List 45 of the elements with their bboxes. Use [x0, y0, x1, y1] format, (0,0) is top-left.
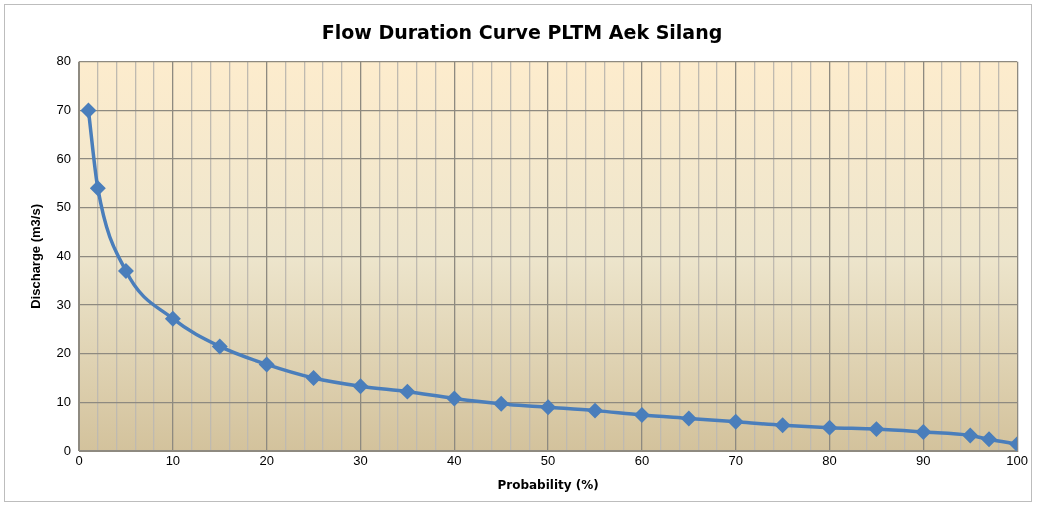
y-tick-label: 70	[56, 102, 72, 118]
point	[981, 432, 997, 447]
y-tick-label: 40	[56, 247, 72, 263]
x-axis-title: Probability (%)	[497, 477, 599, 492]
x-tick-label: 50	[540, 453, 556, 469]
point	[306, 370, 321, 386]
x-tick-label: 40	[447, 453, 462, 469]
x-tick-label: 100	[1006, 453, 1029, 469]
point	[916, 424, 931, 440]
point	[353, 379, 368, 394]
x-tick-label: 80	[822, 453, 837, 469]
point	[822, 420, 837, 435]
point	[447, 391, 462, 406]
point	[81, 103, 96, 118]
x-tick-label: 60	[634, 453, 650, 469]
y-tick-label: 0	[63, 442, 72, 458]
point	[90, 181, 106, 196]
point	[869, 421, 884, 437]
x-tick-label: 10	[165, 453, 181, 469]
y-tick-label: 30	[56, 296, 72, 312]
chart-title: Flow Duration Curve PLTM Aek Silang	[321, 21, 723, 44]
y-axis-title: Discharge (m3/s)	[28, 204, 44, 309]
x-tick-label: 0	[75, 453, 83, 469]
x-tick-label: 20	[259, 453, 274, 469]
point	[540, 399, 556, 415]
point	[634, 407, 650, 423]
y-tick-label: 80	[56, 53, 72, 69]
x-tick-label: 90	[916, 453, 931, 469]
x-tick-label: 70	[728, 453, 743, 469]
y-tick-label: 10	[56, 393, 72, 409]
x-tick-label: 30	[353, 453, 368, 469]
y-tick-label: 60	[56, 150, 72, 166]
point	[775, 417, 790, 433]
point	[587, 403, 603, 418]
point	[118, 263, 134, 279]
point	[165, 311, 181, 326]
point	[963, 428, 978, 443]
point	[259, 357, 274, 372]
y-tick-label: 20	[56, 345, 72, 361]
point	[728, 414, 743, 430]
y-tick-label: 50	[56, 199, 72, 215]
point	[400, 384, 415, 399]
point	[212, 339, 228, 354]
point	[493, 396, 509, 412]
point	[681, 411, 697, 426]
